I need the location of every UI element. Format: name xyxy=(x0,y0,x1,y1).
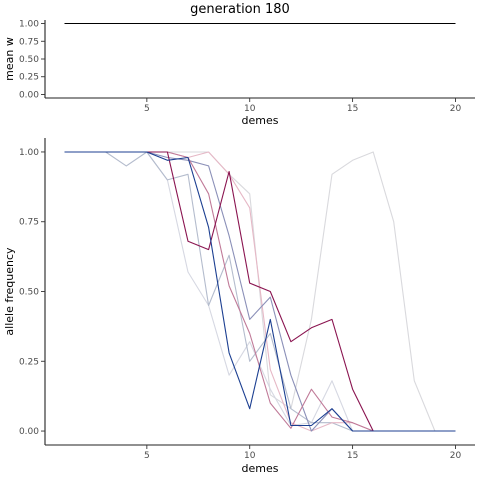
meanw-x-tick-label: 10 xyxy=(244,104,256,114)
plot-title: generation 180 xyxy=(190,2,290,17)
freq-y-tick-label: 0.25 xyxy=(19,357,39,367)
meanw-x-tick-label: 5 xyxy=(144,104,150,114)
freq-x-tick-label: 10 xyxy=(244,451,256,461)
freq-x-tick-label: 15 xyxy=(347,451,358,461)
freq-y-tick-label: 0.75 xyxy=(19,218,39,228)
freq-x-tick-label: 20 xyxy=(450,451,462,461)
meanw-y-tick-label: 0.50 xyxy=(19,55,39,65)
meanw-x-tick-label: 15 xyxy=(347,104,358,114)
meanw-y-axis-title: mean w xyxy=(3,37,16,81)
meanw-panel: 5 10 15 20 0.00 0.25 0.50 0.75 1.00 demes mean w xyxy=(3,20,475,127)
chart-panels: 5 10 15 20 0.00 0.25 0.50 0.75 1.00 demes mean w 5 1… xyxy=(3,20,475,475)
freq-panel: 5 10 15 20 0.00 0.25 0.50 0.75 1.00 demes allele f… xyxy=(3,138,475,475)
freq-series-line-4 xyxy=(64,151,456,432)
meanw-y-tick-label: 0.00 xyxy=(19,90,39,100)
meanw-y-tick-label: 1.00 xyxy=(19,20,39,30)
freq-y-tick-label: 1.00 xyxy=(19,148,39,158)
freq-x-tick-label: 5 xyxy=(144,451,150,461)
meanw-y-tick-label: 0.75 xyxy=(19,37,39,47)
meanw-x-tick-label: 20 xyxy=(450,104,462,114)
freq-x-axis-title: demes xyxy=(242,462,279,475)
freq-y-tick-label: 0.00 xyxy=(19,427,39,437)
freq-y-tick-label: 0.50 xyxy=(19,288,39,298)
meanw-y-tick-label: 0.25 xyxy=(19,73,39,83)
freq-series-line-8 xyxy=(64,151,456,432)
freq-y-axis-title: allele frequency xyxy=(3,247,16,336)
meanw-x-axis-title: demes xyxy=(242,114,279,127)
